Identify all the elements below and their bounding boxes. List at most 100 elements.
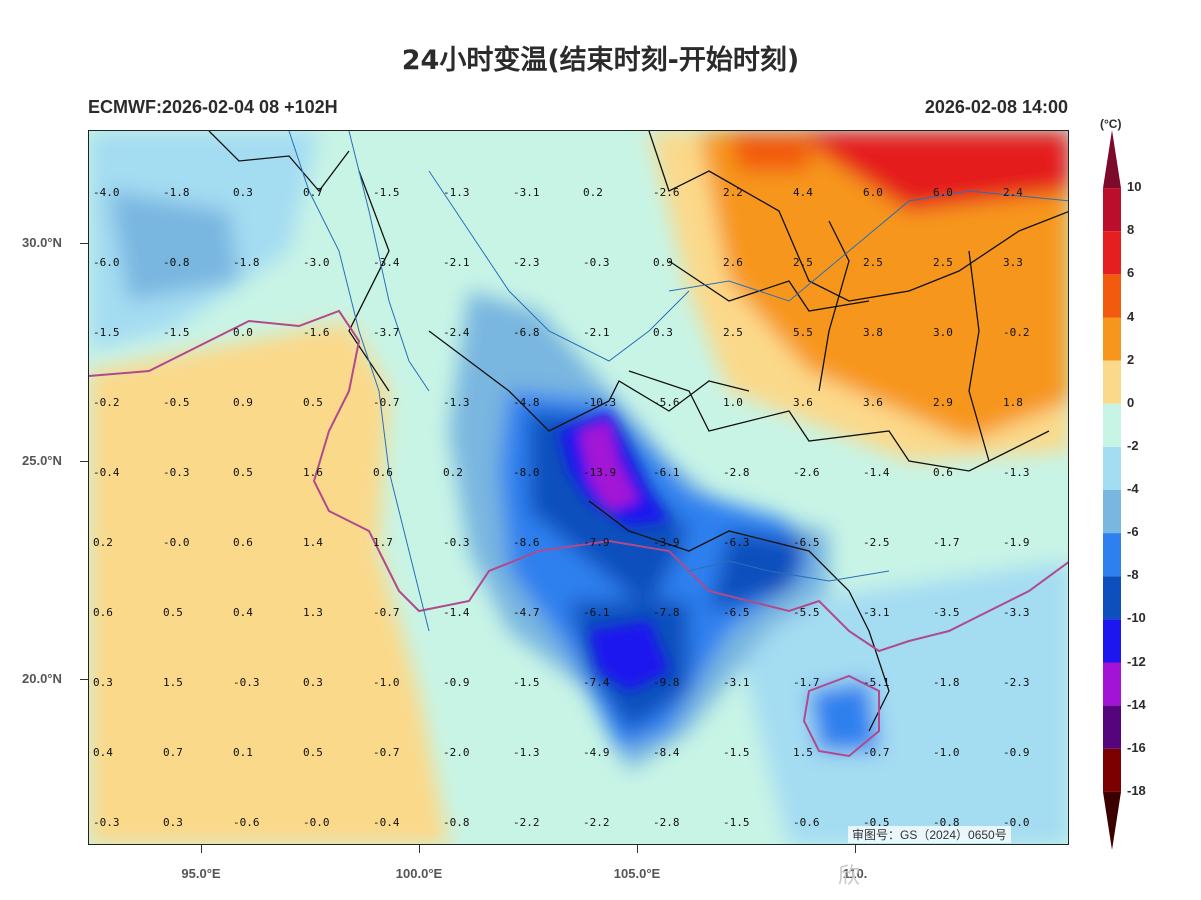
grid-value: 2.5 xyxy=(933,256,953,269)
grid-value: -6.8 xyxy=(513,326,540,339)
grid-value: -2.1 xyxy=(583,326,610,339)
grid-value: 0.6 xyxy=(933,466,953,479)
colorbar-segment xyxy=(1103,130,1121,189)
grid-value: 0.5 xyxy=(303,746,323,759)
grid-value: -0.3 xyxy=(443,536,470,549)
grid-value: -0.5 xyxy=(163,396,190,409)
hainan-outline xyxy=(802,674,880,758)
grid-value: -2.8 xyxy=(653,816,680,829)
grid-value: -2.3 xyxy=(1003,676,1030,689)
grid-value: -6.5 xyxy=(793,536,820,549)
colorbar-label: 0 xyxy=(1127,394,1135,410)
grid-value: -2.1 xyxy=(443,256,470,269)
grid-value: -3.9 xyxy=(653,536,680,549)
grid-value: 0.2 xyxy=(583,186,603,199)
grid-value: -1.3 xyxy=(1003,466,1030,479)
colorbar-label: -18 xyxy=(1127,782,1146,798)
lat-tick-25 xyxy=(80,461,88,462)
grid-value: -3.5 xyxy=(933,606,960,619)
grid-value: -1.7 xyxy=(793,676,820,689)
grid-value: -0.3 xyxy=(233,676,260,689)
grid-value: 2.5 xyxy=(793,256,813,269)
grid-value: 0.0 xyxy=(233,326,253,339)
grid-value: -3.1 xyxy=(863,606,890,619)
grid-value: -0.4 xyxy=(373,816,400,829)
rivers xyxy=(288,131,1068,632)
cold-core xyxy=(559,411,669,691)
colorbar-segment xyxy=(1103,317,1121,361)
grid-value: 3.3 xyxy=(1003,256,1023,269)
grid-value: -8.4 xyxy=(653,746,680,759)
grid-value: -1.3 xyxy=(513,746,540,759)
colorbar-label: 8 xyxy=(1127,222,1135,238)
colorbar-unit: (°C) xyxy=(1100,117,1122,131)
grid-value: -4.9 xyxy=(583,746,610,759)
colorbar-label: -6 xyxy=(1127,524,1139,540)
grid-value: 2.4 xyxy=(1003,186,1023,199)
grid-value: -0.3 xyxy=(583,256,610,269)
grid-value: -0.4 xyxy=(93,466,120,479)
grid-value: -0.2 xyxy=(93,396,120,409)
grid-value: 0.5 xyxy=(233,466,253,479)
colorbar-segment xyxy=(1103,274,1121,318)
grid-value: -4.7 xyxy=(513,606,540,619)
grid-value: 0.6 xyxy=(373,466,393,479)
grid-value: 0.5 xyxy=(303,396,323,409)
grid-value: -1.8 xyxy=(163,186,190,199)
grid-value: 0.5 xyxy=(163,606,183,619)
grid-value: -3.3 xyxy=(1003,606,1030,619)
grid-value: 1.5 xyxy=(163,676,183,689)
grid-value: -1.3 xyxy=(443,396,470,409)
grid-value: 3.6 xyxy=(863,396,883,409)
grid-value: -1.4 xyxy=(443,606,470,619)
grid-value: -6.1 xyxy=(653,466,680,479)
map-approval-number: 审图号：GS（2024）0650号 xyxy=(848,826,1011,843)
grid-value: -0.8 xyxy=(163,256,190,269)
grid-value: -0.0 xyxy=(1003,816,1030,829)
grid-value: 0.3 xyxy=(303,676,323,689)
grid-value: 0.2 xyxy=(443,466,463,479)
lon-tick-95 xyxy=(201,845,202,853)
grid-value: -1.5 xyxy=(723,816,750,829)
colorbar-label: -14 xyxy=(1127,696,1146,712)
grid-value: -4.8 xyxy=(513,396,540,409)
grid-value: 4.4 xyxy=(793,186,813,199)
colorbar-segment xyxy=(1103,705,1121,749)
grid-value: -2.6 xyxy=(793,466,820,479)
lon-label-100: 100.0°E xyxy=(395,866,443,881)
grid-value: -1.0 xyxy=(933,746,960,759)
grid-value: 0.6 xyxy=(233,536,253,549)
grid-value: -0.6 xyxy=(793,816,820,829)
grid-value: -1.5 xyxy=(373,186,400,199)
grid-value: -7.4 xyxy=(583,676,610,689)
grid-value: 3.6 xyxy=(793,396,813,409)
grid-value: -8.6 xyxy=(513,536,540,549)
grid-value: -0.2 xyxy=(1003,326,1030,339)
grid-value: -1.3 xyxy=(443,186,470,199)
grid-value: -0.7 xyxy=(373,396,400,409)
grid-value-labels: -4.0 -1.8 0.3 0.7 -1.5 -1.3 -3.1 0.2 -2.6 2.2 4.4 6… xyxy=(93,186,1030,829)
grid-value: -2.0 xyxy=(443,746,470,759)
grid-value: -8.0 xyxy=(513,466,540,479)
grid-value: -3.7 xyxy=(373,326,400,339)
colorbar-segment xyxy=(1103,403,1121,447)
grid-value: 1.4 xyxy=(303,536,323,549)
watermark: 欣 xyxy=(838,863,861,888)
grid-value: -0.7 xyxy=(373,746,400,759)
grid-value: -0.9 xyxy=(443,676,470,689)
lat-label-20: 20.0°N xyxy=(22,671,62,686)
colorbar-label: -12 xyxy=(1127,653,1146,669)
colorbar-segment xyxy=(1103,490,1121,534)
grid-value: 1.7 xyxy=(373,536,393,549)
grid-value: 0.7 xyxy=(163,746,183,759)
grid-value: -6.1 xyxy=(583,606,610,619)
lon-tick-100 xyxy=(419,845,420,853)
grid-value: 2.2 xyxy=(723,186,743,199)
grid-value: -1.0 xyxy=(373,676,400,689)
colorbar-label: 2 xyxy=(1127,351,1135,367)
grid-value: -5.5 xyxy=(793,606,820,619)
colorbar-label: 10 xyxy=(1127,179,1142,195)
grid-value: -1.9 xyxy=(1003,536,1030,549)
colorbar-segment xyxy=(1103,619,1121,663)
grid-value: -3.0 xyxy=(303,256,330,269)
